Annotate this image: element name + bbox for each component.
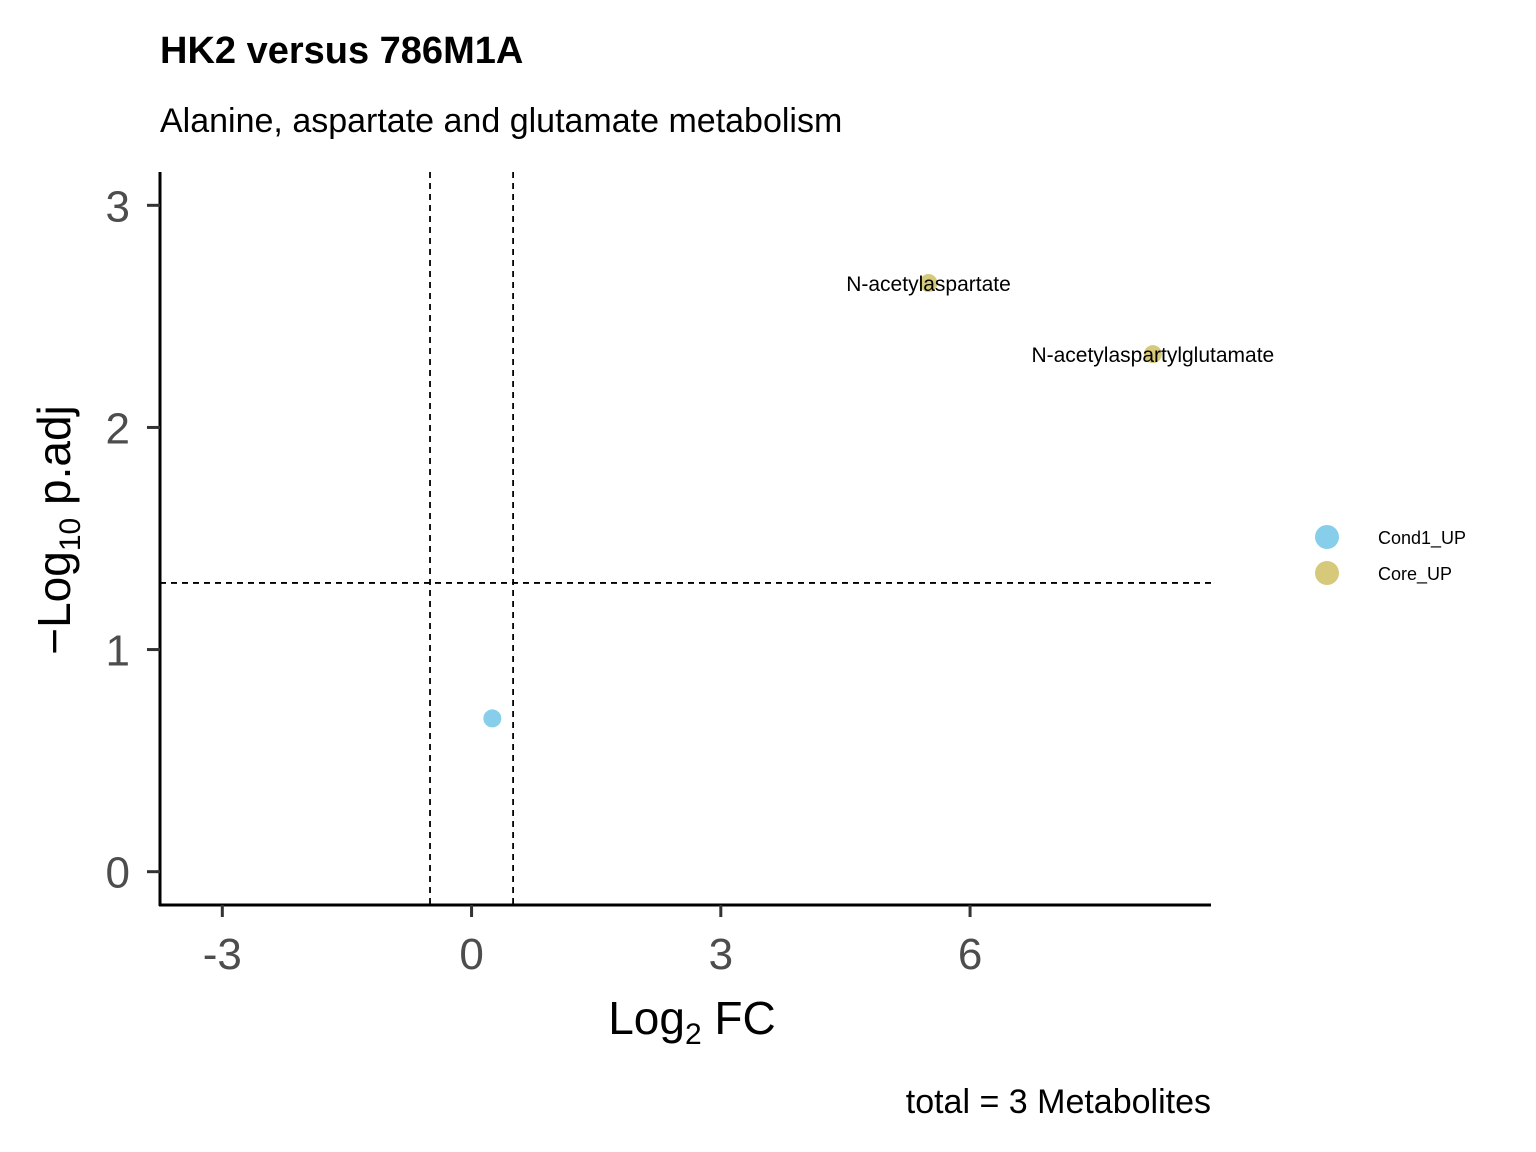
y-tick-label: 0 xyxy=(106,849,130,898)
y-tick-label: 3 xyxy=(106,182,130,231)
data-points xyxy=(483,274,1162,728)
data-point-0 xyxy=(483,709,502,728)
chart-caption: total = 3 Metabolites xyxy=(906,1083,1211,1121)
legend-key-0 xyxy=(1315,525,1339,549)
legend: Cond1_UP Core_UP xyxy=(1315,525,1466,585)
x-axis-ticks: -3 0 3 6 xyxy=(203,905,982,979)
x-tick-label: 3 xyxy=(709,930,733,979)
chart-subtitle: Alanine, aspartate and glutamate metabol… xyxy=(160,102,842,140)
y-axis-ticks: 0 1 2 3 xyxy=(106,182,160,898)
x-tick-label: 6 xyxy=(958,930,982,979)
y-axis-title: −Log10 p.adj xyxy=(28,405,87,655)
x-axis-title: Log2 FC xyxy=(608,992,776,1051)
chart-title: HK2 versus 786M1A xyxy=(160,30,523,72)
point-labels: N-acetylaspartate N-acetylaspartylglutama… xyxy=(846,273,1274,367)
y-tick-label: 2 xyxy=(106,404,130,453)
point-label-1: N-acetylaspartate xyxy=(846,273,1011,296)
point-label-2: N-acetylaspartylglutamate xyxy=(1031,344,1274,367)
legend-label-0: Cond1_UP xyxy=(1378,528,1466,549)
x-tick-label: 0 xyxy=(459,930,483,979)
x-tick-label: -3 xyxy=(203,930,242,979)
y-tick-label: 1 xyxy=(106,627,130,676)
legend-key-1 xyxy=(1315,561,1339,585)
data-point-1 xyxy=(919,274,938,293)
data-point-2 xyxy=(1143,345,1162,364)
legend-label-1: Core_UP xyxy=(1378,564,1452,585)
threshold-lines xyxy=(160,172,1211,905)
